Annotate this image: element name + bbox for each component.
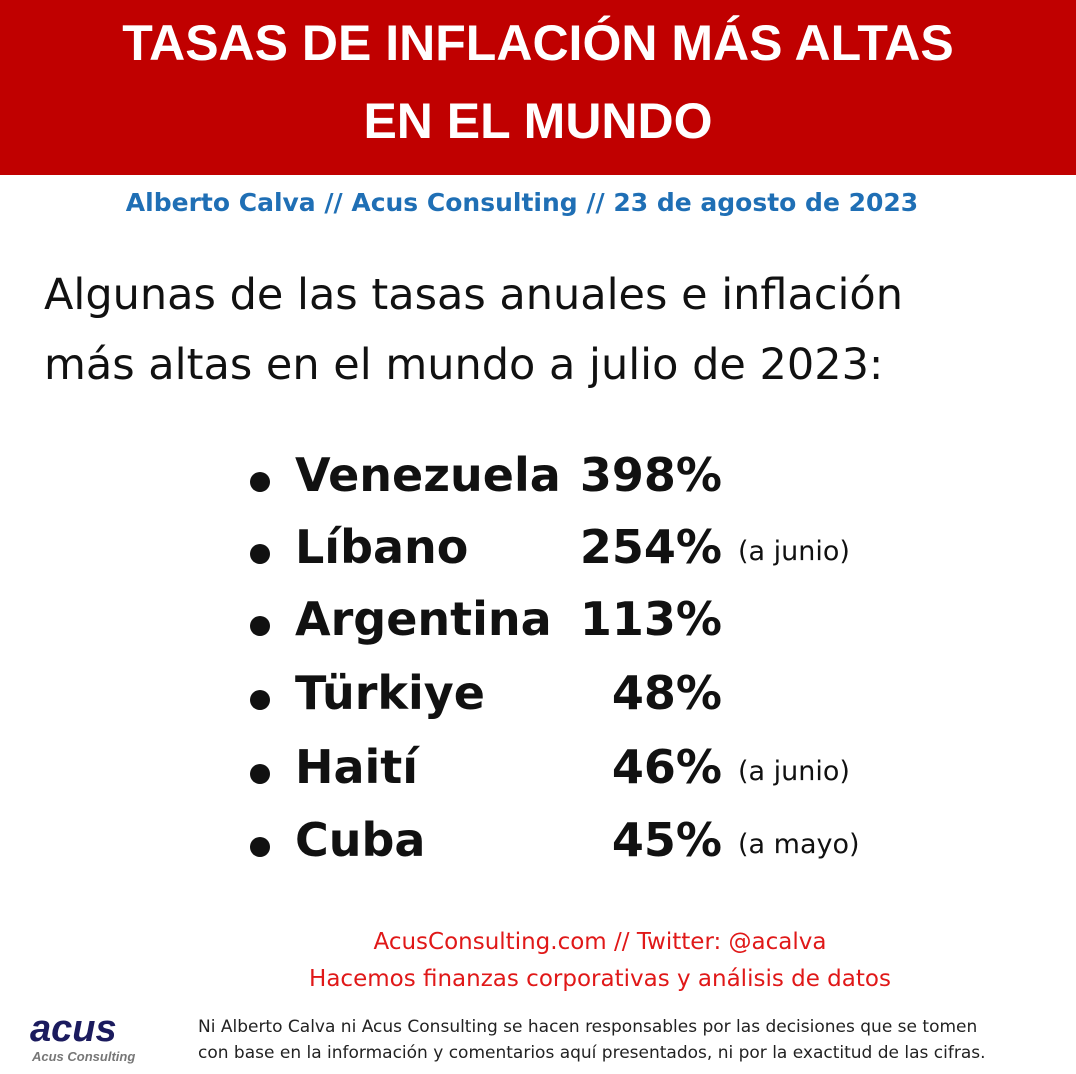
list-row: Líbano 254% (a junio) [250, 520, 950, 584]
title: EN EL MUNDO [363, 93, 713, 149]
bullet-dot [250, 764, 270, 784]
intro: Algunas de las tasas anuales e inflación [44, 270, 903, 320]
bullet-dot [250, 472, 270, 492]
footer-line: AcusConsulting.com // Twitter: @acalva [373, 929, 827, 955]
rate: 48% [611, 666, 722, 720]
logo-name: Acus Consulting [32, 1049, 136, 1064]
country: Haití [295, 740, 419, 794]
list-row: Haití 46% (a junio) [250, 740, 950, 804]
bullet-dot [250, 837, 270, 857]
intro: más altas en el mundo a julio de 2023: [44, 340, 884, 390]
byline: Alberto Calva // Acus Consulting // 23 d… [125, 188, 919, 217]
rate: 113% [579, 592, 722, 646]
list-row: Venezuela 398% [250, 448, 950, 512]
note: (a mayo) [738, 829, 860, 860]
country: Venezuela [295, 448, 561, 502]
disclaimer: Ni Alberto Calva ni Acus Consulting se h… [198, 1017, 978, 1037]
rate: 398% [579, 448, 722, 502]
country: Argentina [295, 592, 552, 646]
country: Líbano [295, 520, 469, 574]
list-row: Cuba 45% (a mayo) [250, 813, 950, 877]
list-row: Türkiye 48% [250, 666, 950, 730]
country: Türkiye [295, 666, 485, 720]
bullet-dot [250, 616, 270, 636]
note: (a junio) [738, 756, 850, 787]
disclaimer: con base en la información y comentarios… [198, 1043, 986, 1063]
logo: acus [30, 1008, 117, 1050]
header-band [0, 0, 1076, 175]
title: TASAS DE INFLACIÓN MÁS ALTAS [122, 15, 954, 71]
bullet-dot [250, 690, 270, 710]
country: Cuba [295, 813, 426, 867]
note: (a junio) [738, 536, 850, 567]
rate: 254% [579, 520, 722, 574]
footer-line: Hacemos finanzas corporativas y análisis… [309, 966, 891, 992]
rate: 46% [611, 740, 722, 794]
bullet-dot [250, 544, 270, 564]
list-row: Argentina 113% [250, 592, 950, 656]
rate: 45% [611, 813, 722, 867]
